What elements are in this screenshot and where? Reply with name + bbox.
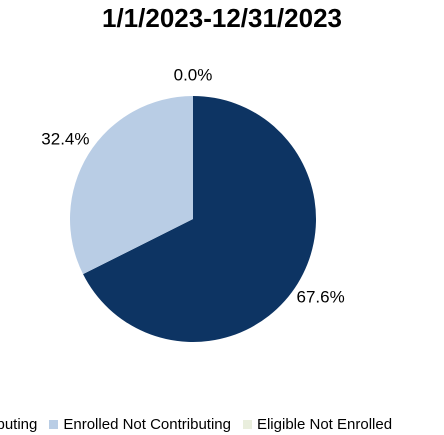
legend-label-eligible-not-enrolled: Eligible Not Enrolled — [256, 415, 393, 433]
legend-item-enrolled-contributing: tributing — [0, 416, 37, 433]
legend-label-enrolled-contributing: tributing — [0, 415, 38, 433]
chart-title: 1/1/2023-12/31/2023 — [102, 3, 342, 33]
legend-item-eligible-not-enrolled: Eligible Not Enrolled — [242, 415, 393, 433]
legend-swatch-enrolled-not-contributing — [49, 419, 59, 429]
data-label-enrolled-not-contributing: 32.4% — [41, 130, 89, 149]
chart-legend: tributing Enrolled Not Contributing Elig… — [0, 413, 404, 435]
pie-data-labels: 67.6% 32.4% 0.0% — [41, 65, 344, 306]
legend-item-enrolled-not-contributing: Enrolled Not Contributing — [49, 416, 231, 433]
pie-slices — [70, 96, 317, 342]
pie-slice-enrolled-contributing — [83, 96, 317, 342]
legend-label-enrolled-not-contributing: Enrolled Not Contributing — [63, 415, 231, 433]
data-label-enrolled-contributing: 67.6% — [296, 287, 344, 306]
data-label-eligible-not-enrolled: 0.0% — [174, 65, 213, 84]
pie-slice-enrolled-not-contributing — [70, 96, 193, 275]
legend-swatch-eligible-not-enrolled — [242, 419, 252, 429]
